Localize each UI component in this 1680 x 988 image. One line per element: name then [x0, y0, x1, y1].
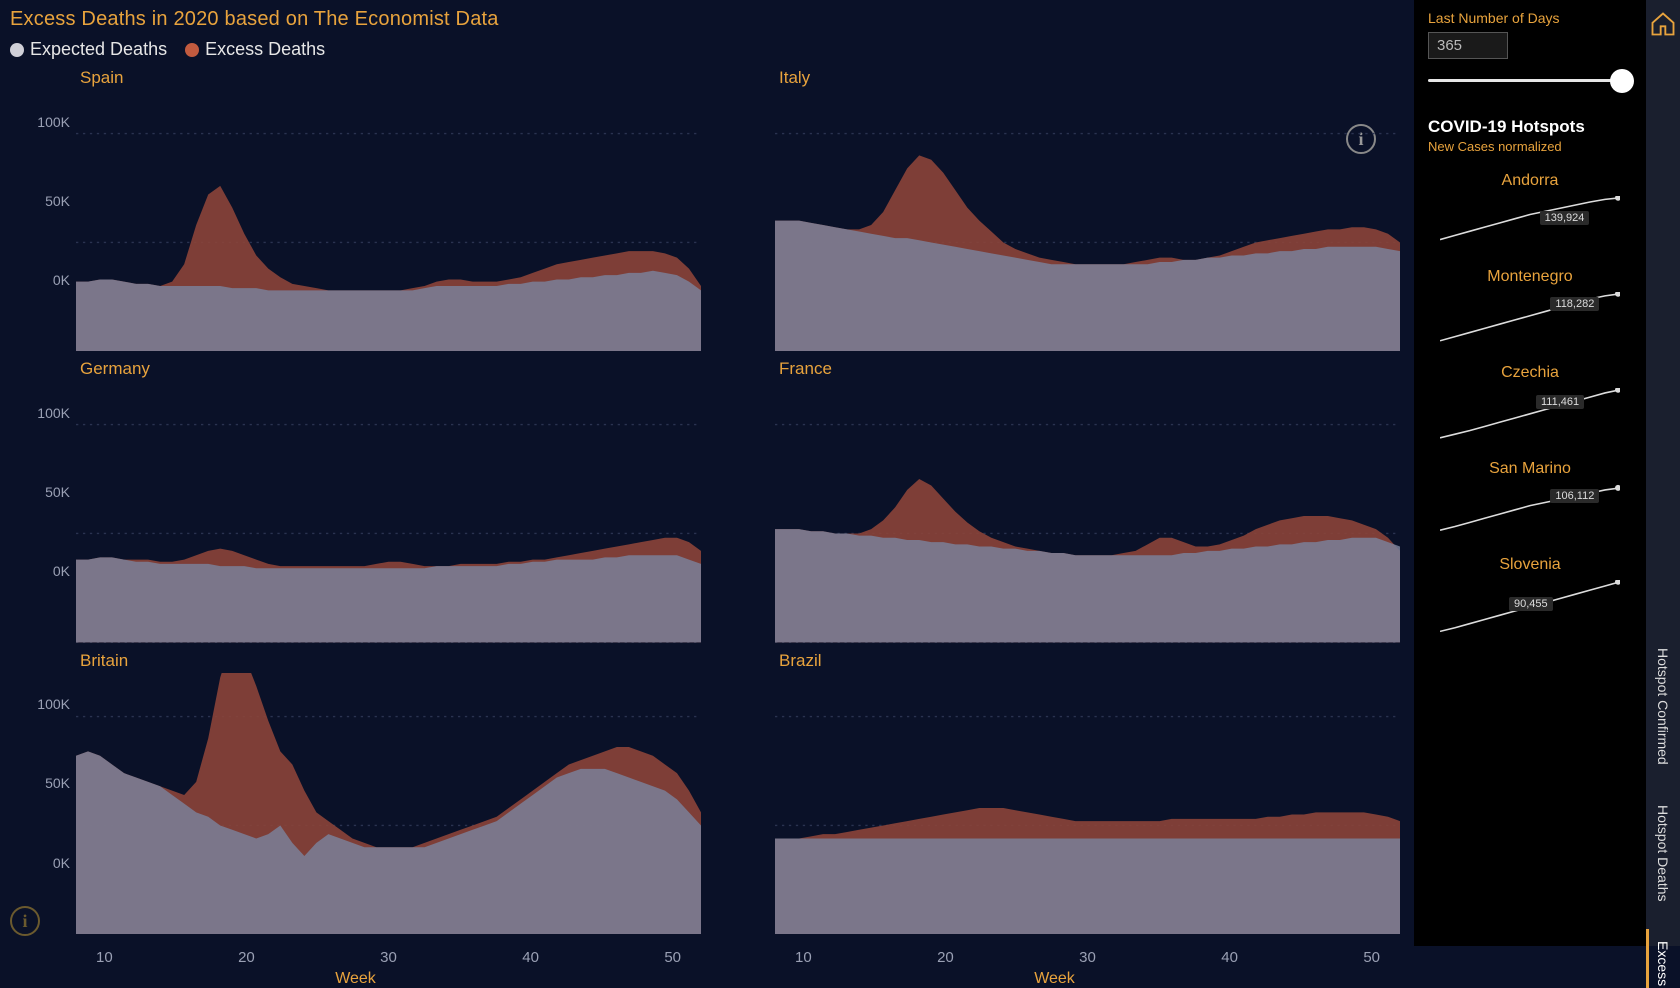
legend-excess: Excess Deaths [185, 39, 325, 60]
y-tick-label: 0K [14, 855, 70, 871]
plot-area [775, 90, 1400, 351]
legend: Expected Deaths Excess Deaths [10, 39, 1400, 60]
plot-area [775, 381, 1400, 642]
tabs-container: Hotspot ConfirmedHotspot DeathsExcess De… [1649, 628, 1677, 906]
chart-panel-britain: Britain 0K50K100K 1020304050 Week [10, 647, 701, 938]
plot-area [775, 673, 1400, 934]
x-tick-label: 10 [795, 949, 812, 966]
tab-hotspot-deaths[interactable]: Hotspot Deaths [1649, 785, 1677, 922]
slider-thumb[interactable] [1610, 69, 1634, 93]
plot-area [76, 673, 701, 934]
y-tick-label: 0K [14, 272, 70, 288]
sparkline: 90,455 [1440, 580, 1620, 638]
charts-container: i Spain 0K 50K 100K Italy Germany 0K 50K 100… [10, 64, 1400, 938]
legend-dot-expected [10, 43, 24, 57]
panel-title: Brazil [779, 651, 1400, 671]
plot-area [76, 90, 701, 351]
legend-dot-excess [185, 43, 199, 57]
sparkline: 139,924 [1440, 196, 1620, 254]
hotspots-title: COVID-19 Hotspots [1428, 117, 1632, 137]
legend-expected: Expected Deaths [10, 39, 167, 60]
panel-title: Germany [80, 359, 701, 379]
y-tick-label: 50K [14, 484, 70, 500]
x-tick-label: 20 [238, 949, 255, 966]
chart-grid: Spain 0K 50K 100K Italy Germany 0K 50K 100K [10, 64, 1400, 938]
hotspots-list: Andorra 139,924 Montenegro 118,282 Czech… [1428, 172, 1632, 652]
chart-panel-italy: Italy [709, 64, 1400, 355]
chart-panel-spain: Spain 0K 50K 100K [10, 64, 701, 355]
x-axis-label: Week [1034, 970, 1075, 988]
panel-title: Britain [80, 651, 701, 671]
y-tick-label: 100K [14, 405, 70, 421]
x-tick-label: 50 [664, 949, 681, 966]
panel-title: Italy [779, 68, 1400, 88]
tab-strip: Hotspot ConfirmedHotspot DeathsExcess De… [1646, 0, 1680, 946]
y-tick-label: 50K [14, 193, 70, 209]
hotspot-san-marino[interactable]: San Marino 106,112 [1428, 460, 1632, 542]
days-slider[interactable] [1428, 69, 1632, 93]
slider-track [1428, 79, 1632, 82]
sparkline-value: 118,282 [1550, 297, 1599, 311]
chart-panel-germany: Germany 0K 50K 100K [10, 355, 701, 646]
hotspot-czechia[interactable]: Czechia 111,461 [1428, 364, 1632, 446]
days-input[interactable] [1428, 32, 1508, 59]
sparkline: 111,461 [1440, 388, 1620, 446]
tab-excess-death[interactable]: Excess Death [1649, 921, 1677, 988]
x-axis-label: Week [335, 970, 376, 988]
x-tick-label: 10 [96, 949, 113, 966]
legend-label-excess: Excess Deaths [205, 39, 325, 60]
x-ticks: 10 20 30 40 50 [775, 949, 1400, 966]
y-tick-label: 50K [14, 775, 70, 791]
panel-title: Spain [80, 68, 701, 88]
x-tick-label: 30 [1079, 949, 1096, 966]
page-title: Excess Deaths in 2020 based on The Econo… [10, 8, 1400, 31]
x-tick-label: 30 [380, 949, 397, 966]
x-tick-label: 20 [937, 949, 954, 966]
hotspot-name: Montenegro [1428, 268, 1632, 286]
sparkline-value: 139,924 [1540, 211, 1590, 225]
info-icon-bottom[interactable]: i [10, 906, 40, 936]
hotspot-name: San Marino [1428, 460, 1632, 478]
hotspot-montenegro[interactable]: Montenegro 118,282 [1428, 268, 1632, 350]
chart-panel-brazil: Brazil 1020304050 Week [709, 647, 1400, 938]
hotspot-name: Czechia [1428, 364, 1632, 382]
y-tick-label: 0K [14, 563, 70, 579]
home-icon[interactable] [1649, 10, 1677, 38]
sparkline-value: 111,461 [1536, 395, 1584, 409]
hotspots-subtitle: New Cases normalized [1428, 139, 1632, 154]
tab-hotspot-confirmed[interactable]: Hotspot Confirmed [1649, 628, 1677, 785]
main-content: Excess Deaths in 2020 based on The Econo… [0, 0, 1414, 946]
hotspot-name: Slovenia [1428, 556, 1632, 574]
sparkline: 118,282 [1440, 292, 1620, 350]
sparkline-value: 90,455 [1509, 597, 1553, 611]
x-tick-label: 40 [522, 949, 539, 966]
hotspot-andorra[interactable]: Andorra 139,924 [1428, 172, 1632, 254]
legend-label-expected: Expected Deaths [30, 39, 167, 60]
x-tick-label: 40 [1221, 949, 1238, 966]
plot-area [76, 381, 701, 642]
hotspot-name: Andorra [1428, 172, 1632, 190]
x-ticks: 10 20 30 40 50 [76, 949, 701, 966]
sparkline-value: 106,112 [1550, 489, 1599, 503]
sparkline: 106,112 [1440, 484, 1620, 542]
hotspot-slovenia[interactable]: Slovenia 90,455 [1428, 556, 1632, 638]
panel-title: France [779, 359, 1400, 379]
sidebar: Last Number of Days COVID-19 Hotspots Ne… [1414, 0, 1646, 946]
x-tick-label: 50 [1363, 949, 1380, 966]
y-tick-label: 100K [14, 696, 70, 712]
y-tick-label: 100K [14, 114, 70, 130]
days-label: Last Number of Days [1428, 10, 1632, 26]
chart-panel-france: France [709, 355, 1400, 646]
